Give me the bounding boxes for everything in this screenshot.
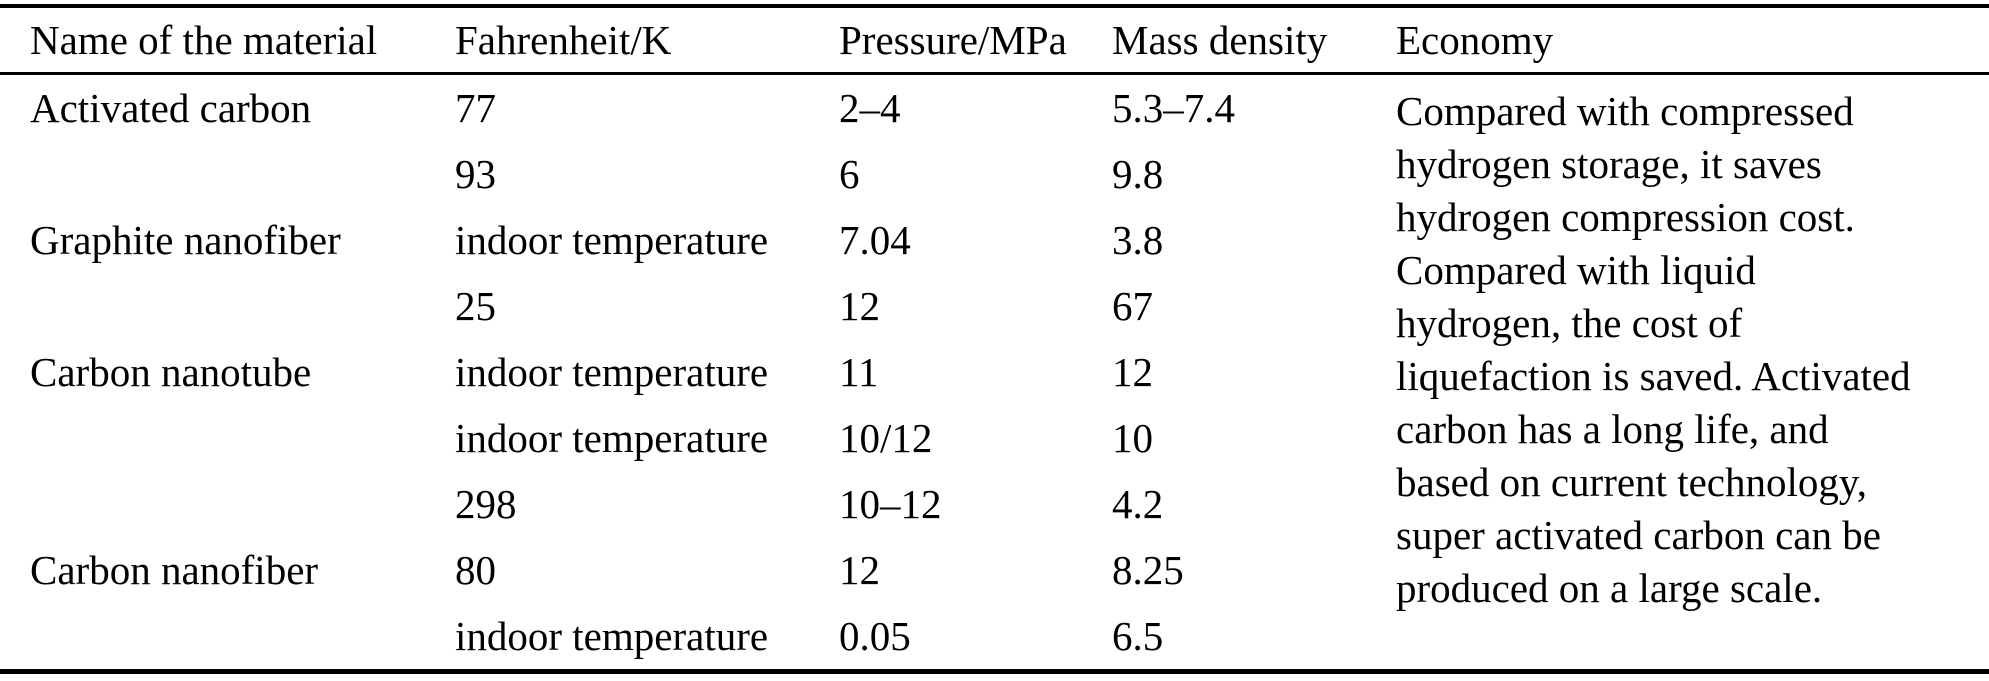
cell-mass-density: 5.3–7.4 — [1112, 85, 1235, 131]
cell-pressure: 11 — [839, 349, 879, 395]
cell-mass-density: 12 — [1112, 349, 1153, 395]
cell-material — [0, 405, 455, 471]
cell-pressure: 10–12 — [839, 481, 942, 527]
cell-pressure: 12 — [839, 283, 880, 329]
cell-material: Carbon nanofiber — [30, 547, 319, 593]
cell-temperature: indoor temperature — [455, 349, 769, 395]
cell-pressure: 6 — [839, 151, 860, 197]
header-row: Name of the material Fahrenheit/K Pressu… — [0, 6, 1989, 75]
column-header-mass-density: Mass density — [1112, 6, 1396, 75]
cell-mass-density: 3.8 — [1112, 217, 1164, 263]
cell-material: Carbon nanotube — [30, 349, 312, 395]
cell-temperature: 25 — [455, 283, 496, 329]
cell-mass-density: 8.25 — [1112, 547, 1184, 593]
table-row: Graphite nanofiber indoor temperature 7.… — [0, 207, 1989, 273]
cell-mass-density: 9.8 — [1112, 151, 1164, 197]
cell-pressure: 2–4 — [839, 85, 901, 131]
table-row: 298 10–12 4.2 — [0, 471, 1989, 537]
table-row: Carbon nanotube indoor temperature 11 12 — [0, 339, 1989, 405]
column-header-material: Name of the material — [0, 6, 455, 75]
cell-temperature: 298 — [455, 481, 517, 527]
cell-temperature: 93 — [455, 151, 496, 197]
cell-material — [0, 273, 455, 339]
cell-material: Activated carbon — [30, 85, 312, 131]
table-row: indoor temperature 0.05 6.5 — [0, 603, 1989, 672]
table-row: indoor temperature 10/12 10 — [0, 405, 1989, 471]
column-header-temperature: Fahrenheit/K — [455, 6, 839, 75]
table-row: Carbon nanofiber 80 12 8.25 — [0, 537, 1989, 603]
table-row: 93 6 9.8 — [0, 141, 1989, 207]
cell-mass-density: 4.2 — [1112, 481, 1164, 527]
column-header-economy: Economy — [1396, 6, 1989, 75]
cell-material: Graphite nanofiber — [30, 217, 341, 263]
cell-material — [0, 471, 455, 537]
cell-temperature: 80 — [455, 547, 496, 593]
table-row: 25 12 67 — [0, 273, 1989, 339]
cell-temperature: indoor temperature — [455, 217, 769, 263]
cell-material — [0, 141, 455, 207]
cell-pressure: 0.05 — [839, 613, 911, 659]
cell-pressure: 7.04 — [839, 217, 911, 263]
cell-mass-density: 6.5 — [1112, 613, 1164, 659]
cell-temperature: indoor temperature — [455, 613, 769, 659]
cell-mass-density: 67 — [1112, 283, 1153, 329]
materials-table: Name of the material Fahrenheit/K Pressu… — [0, 4, 1989, 674]
cell-temperature: indoor temperature — [455, 415, 769, 461]
cell-pressure: 10/12 — [839, 415, 933, 461]
cell-temperature: 77 — [455, 85, 496, 131]
cell-mass-density: 10 — [1112, 415, 1153, 461]
cell-material — [0, 603, 455, 672]
table-row: Activated carbon 77 2–4 5.3–7.4 Compared… — [0, 74, 1989, 611]
column-header-pressure: Pressure/MPa — [839, 6, 1112, 75]
cell-economy: Compared with compressed hydrogen storag… — [1396, 88, 1911, 611]
cell-pressure: 12 — [839, 547, 880, 593]
